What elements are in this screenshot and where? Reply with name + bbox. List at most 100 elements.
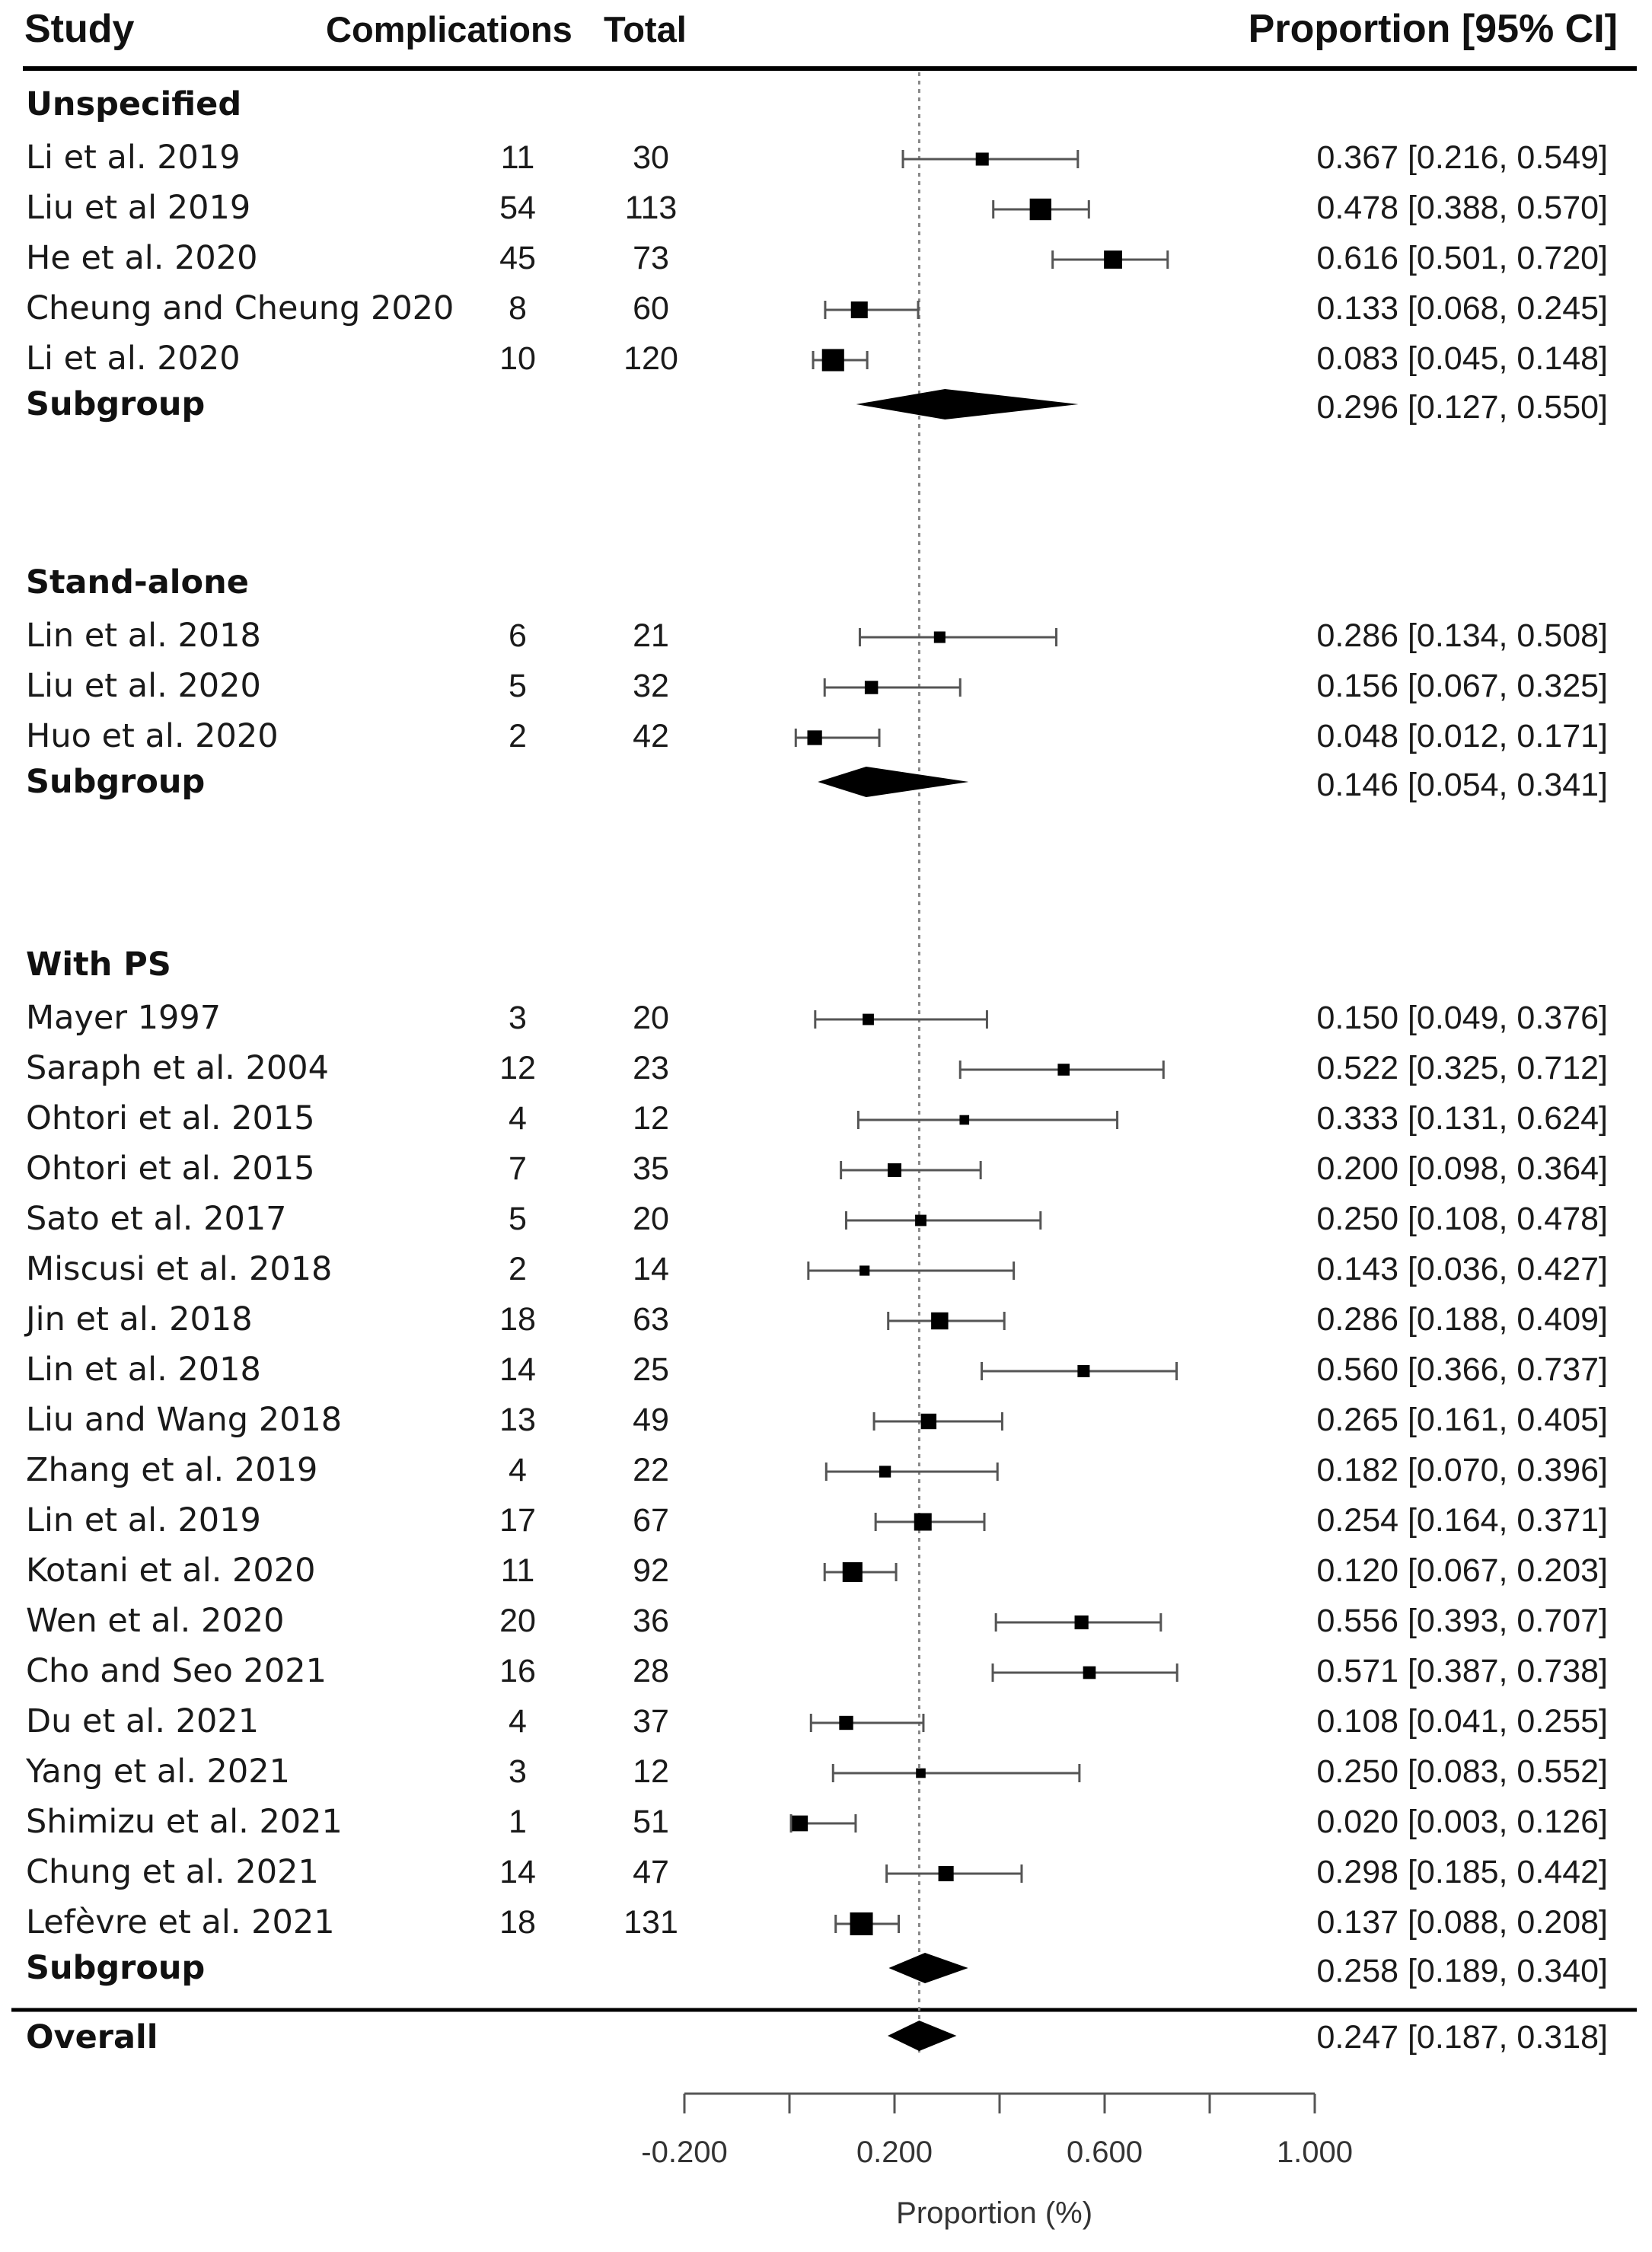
proportion-ci: 0.200 [0.098, 0.364]: [1316, 1150, 1608, 1187]
point-estimate: [920, 1413, 937, 1430]
point-estimate: [931, 1312, 949, 1330]
forest-plot-frame: Study Complications Total Proportion [95…: [11, 7, 1637, 2012]
study-name: He et al. 2020: [26, 239, 258, 277]
group-heading: With PS: [26, 946, 171, 984]
overall-label: Overall: [26, 2018, 158, 2056]
complications-count: 13: [499, 1402, 536, 1438]
point-estimate: [863, 1013, 874, 1026]
x-axis-label: Proportion (%): [896, 2196, 1092, 2230]
total-count: 113: [625, 190, 678, 226]
point-estimate: [914, 1513, 932, 1531]
complications-count: 5: [509, 1201, 527, 1237]
total-count: 47: [633, 1854, 669, 1890]
proportion-ci: 0.120 [0.067, 0.203]: [1316, 1552, 1608, 1589]
total-count: 42: [633, 718, 669, 754]
total-count: 23: [633, 1050, 669, 1086]
complications-count: 54: [499, 190, 536, 226]
point-estimate: [1083, 1666, 1096, 1679]
total-count: 35: [633, 1150, 669, 1187]
study-name: Lin et al. 2018: [26, 1351, 261, 1389]
point-estimate: [821, 349, 844, 372]
proportion-ci: 0.571 [0.387, 0.738]: [1316, 1653, 1608, 1689]
plot-layer: [683, 72, 1316, 2113]
complications-count: 1: [509, 1804, 527, 1840]
subgroup-label: Subgroup: [26, 1949, 205, 1987]
point-estimate: [975, 152, 989, 166]
complications-count: 18: [499, 1904, 536, 1941]
complications-count: 18: [499, 1301, 536, 1338]
total-count: 12: [633, 1753, 669, 1790]
overall-proportion-ci: 0.247 [0.187, 0.318]: [1316, 2019, 1608, 2056]
x-tick-label: 0.600: [1067, 2136, 1143, 2169]
complications-count: 16: [499, 1653, 536, 1689]
study-name: Jin et al. 2018: [24, 1300, 253, 1338]
complications-count: 14: [499, 1351, 536, 1388]
study-name: Wen et al. 2020: [26, 1602, 284, 1640]
proportion-ci: 0.286 [0.188, 0.409]: [1316, 1301, 1608, 1338]
proportion-ci: 0.522 [0.325, 0.712]: [1316, 1050, 1608, 1086]
complications-count: 45: [499, 240, 536, 276]
study-name: Lin et al. 2018: [26, 617, 261, 655]
proportion-ci: 0.108 [0.041, 0.255]: [1316, 1703, 1608, 1740]
complications-count: 12: [499, 1050, 536, 1086]
complications-count: 3: [509, 1000, 527, 1036]
proportion-ci: 0.137 [0.088, 0.208]: [1316, 1904, 1608, 1941]
proportion-ci: 0.182 [0.070, 0.396]: [1316, 1452, 1608, 1488]
study-name: Yang et al. 2021: [25, 1753, 290, 1791]
proportion-ci: 0.478 [0.388, 0.570]: [1316, 190, 1608, 226]
proportion-ci: 0.083 [0.045, 0.148]: [1316, 340, 1608, 377]
complications-count: 7: [509, 1150, 527, 1187]
study-name: Lefèvre et al. 2021: [26, 1903, 335, 1941]
complications-count: 8: [509, 290, 527, 327]
study-name: Saraph et al. 2004: [26, 1049, 329, 1087]
total-count: 49: [633, 1402, 669, 1438]
point-estimate: [1029, 198, 1052, 221]
proportion-ci: 0.556 [0.393, 0.707]: [1316, 1603, 1608, 1639]
study-name: Sato et al. 2017: [26, 1200, 287, 1238]
overall-diamond: [888, 2021, 957, 2051]
proportion-ci: 0.250 [0.083, 0.552]: [1316, 1753, 1608, 1790]
study-name: Cheung and Cheung 2020: [26, 289, 454, 327]
total-count: 131: [623, 1904, 678, 1941]
subgroup-diamond: [818, 767, 969, 797]
proportion-ci: 0.367 [0.216, 0.549]: [1316, 139, 1608, 176]
study-name: Huo et al. 2020: [26, 717, 279, 755]
proportion-ci: 0.250 [0.108, 0.478]: [1316, 1201, 1608, 1237]
point-estimate: [864, 681, 879, 694]
complications-count: 5: [509, 668, 527, 704]
proportion-ci: 0.156 [0.067, 0.325]: [1316, 668, 1608, 704]
x-tick-label: 0.200: [856, 2136, 933, 2169]
point-estimate: [1074, 1615, 1089, 1630]
study-name: Liu et al 2019: [26, 189, 250, 227]
total-count: 22: [633, 1452, 669, 1488]
study-name: Zhang et al. 2019: [26, 1451, 317, 1489]
total-count: 60: [633, 290, 669, 327]
study-name: Kotani et al. 2020: [26, 1552, 316, 1590]
study-name: Miscusi et al. 2018: [26, 1250, 332, 1288]
complications-count: 2: [509, 1251, 527, 1287]
subgroup-proportion-ci: 0.258 [0.189, 0.340]: [1316, 1953, 1608, 1989]
point-estimate: [887, 1163, 902, 1178]
x-tick-label: -0.200: [641, 2136, 727, 2169]
point-estimate: [915, 1214, 926, 1226]
point-estimate: [792, 1815, 808, 1832]
complications-count: 14: [499, 1854, 536, 1890]
point-estimate: [859, 1265, 870, 1276]
study-name: Mayer 1997: [26, 999, 221, 1037]
study-name: Liu et al. 2020: [26, 667, 261, 705]
subgroup-label: Subgroup: [26, 763, 205, 801]
proportion-ci: 0.298 [0.185, 0.442]: [1316, 1854, 1608, 1890]
point-estimate: [959, 1115, 970, 1125]
header-proportion-ci: Proportion [95% CI]: [1249, 7, 1618, 51]
total-count: 20: [633, 1201, 669, 1237]
header-total: Total: [604, 9, 687, 49]
point-estimate: [839, 1715, 853, 1730]
study-name: Shimizu et al. 2021: [26, 1803, 343, 1841]
total-count: 21: [633, 617, 669, 654]
total-count: 28: [633, 1653, 669, 1689]
total-count: 36: [633, 1603, 669, 1639]
complications-count: 4: [509, 1703, 527, 1740]
total-count: 51: [633, 1804, 669, 1840]
group-heading: Unspecified: [26, 85, 241, 123]
proportion-ci: 0.048 [0.012, 0.171]: [1316, 718, 1608, 754]
